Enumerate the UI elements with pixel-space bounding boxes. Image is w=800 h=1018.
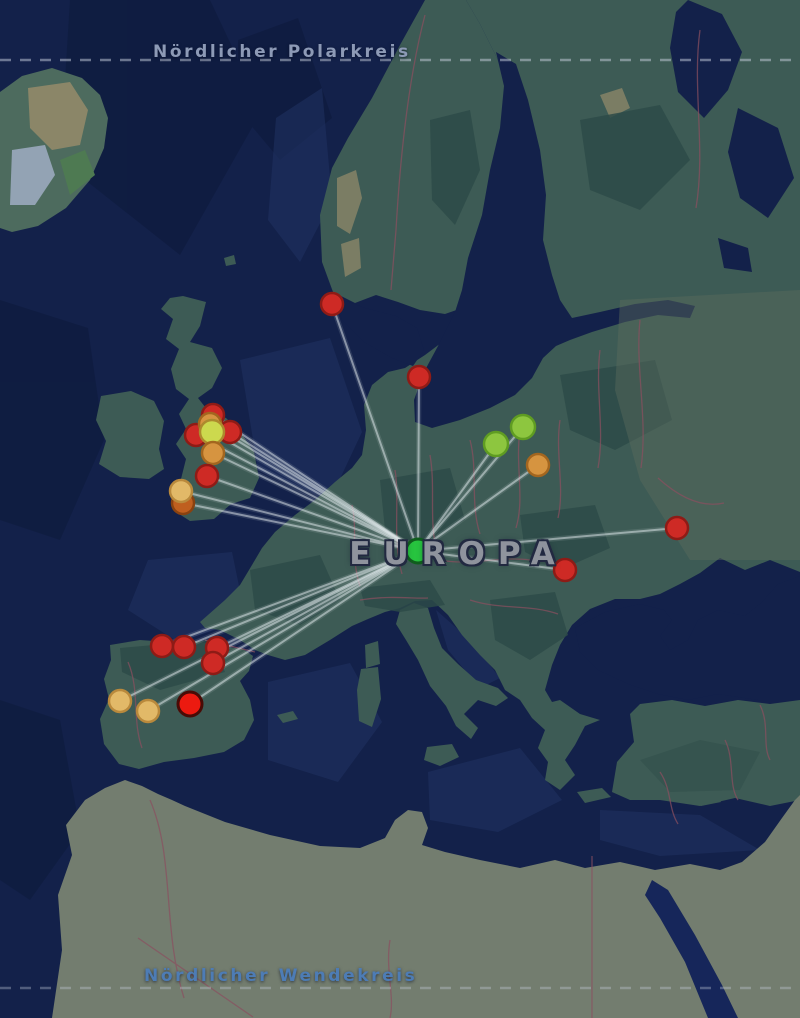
ocean-deep-shading	[0, 0, 332, 900]
guess-line	[161, 550, 419, 647]
black-sea	[575, 576, 800, 700]
land-italy	[396, 603, 508, 739]
land-africa	[52, 780, 800, 1018]
city-marker-tan	[135, 698, 161, 724]
guess-line	[119, 550, 419, 702]
city-marker-red	[552, 557, 578, 583]
city-marker-green	[482, 430, 510, 458]
land-uk	[161, 296, 259, 521]
guess-line	[212, 550, 419, 664]
city-marker-red	[171, 634, 197, 660]
guess-line	[180, 490, 419, 552]
guess-line	[417, 464, 539, 552]
guess-line	[212, 452, 419, 552]
city-marker-orange	[525, 452, 551, 478]
guess-lines	[117, 301, 680, 714]
guess-line	[211, 431, 419, 552]
city-marker-red	[664, 515, 690, 541]
guess-line	[417, 443, 497, 552]
guess-line	[417, 376, 420, 552]
city-marker-red	[200, 650, 226, 676]
city-marker-red	[149, 633, 175, 659]
city-marker-bright_red	[176, 690, 204, 718]
guess-line	[417, 527, 678, 552]
center-marker	[404, 537, 432, 565]
guess-line	[195, 434, 419, 552]
guess-line	[331, 303, 419, 552]
city-marker-lime	[198, 418, 226, 446]
continent-title: EUROPA	[349, 536, 568, 572]
land-ireland	[96, 391, 164, 479]
city-marker-orange	[200, 440, 226, 466]
inland-seas	[333, 0, 800, 1018]
guess-line	[189, 550, 419, 705]
land-scandinavia	[320, 0, 509, 314]
guess-line	[206, 475, 419, 552]
guess-line	[147, 550, 419, 712]
terrain-patches	[120, 88, 800, 792]
city-marker-tan	[107, 688, 133, 714]
city-marker-red	[406, 364, 432, 390]
land-turkey	[612, 700, 800, 806]
guess-line	[417, 550, 566, 571]
city-marker-green	[509, 413, 537, 441]
red-sea	[645, 880, 738, 1018]
baltic-sea	[414, 52, 695, 428]
skagerrak	[333, 296, 424, 366]
city-marker-red	[194, 463, 220, 489]
guess-line	[183, 550, 419, 648]
city-marker-tan	[168, 478, 194, 504]
guess-markers	[107, 291, 690, 724]
city-marker-red	[319, 291, 345, 317]
arctic-circle-label: Nördlicher Polarkreis	[153, 42, 411, 62]
tropic-of-cancer-label: Nördlicher Wendekreis	[144, 966, 418, 986]
guess-line	[182, 502, 419, 552]
